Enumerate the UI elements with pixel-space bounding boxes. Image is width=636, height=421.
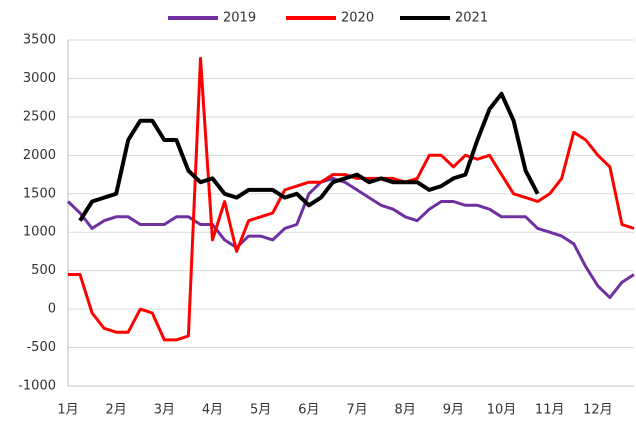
y-tick-label: 0 [48,302,56,317]
x-tick-label: 10月 [487,403,517,418]
x-tick-label: 3月 [154,403,175,418]
y-tick-label: 1000 [23,225,56,240]
x-tick-label: 5月 [250,403,271,418]
series-line [66,176,635,300]
y-tick-label: 3500 [23,33,56,48]
x-tick-label: 12月 [583,403,613,418]
legend-label: 2020 [341,11,374,26]
series-line [78,91,540,222]
y-tick-label: 2500 [23,109,56,124]
x-tick-label: 9月 [443,403,464,418]
x-tick-label: 4月 [202,403,223,418]
x-tick-label: 2月 [106,403,127,418]
legend-label: 2021 [455,11,488,26]
y-tick-label: 500 [31,263,56,278]
series-line [68,57,635,342]
x-tick-label: 1月 [57,403,78,418]
y-tick-label: 3000 [23,71,56,86]
x-tick-label: 7月 [346,403,367,418]
legend-label: 2019 [223,11,256,26]
y-tick-label: 1500 [23,186,56,201]
x-tick-label: 8月 [395,403,416,418]
y-tick-label: -500 [26,340,56,355]
x-tick-label: 11月 [535,403,565,418]
y-tick-label: 2000 [23,148,56,163]
y-tick-label: -1000 [18,379,56,394]
x-tick-label: 6月 [298,403,319,418]
